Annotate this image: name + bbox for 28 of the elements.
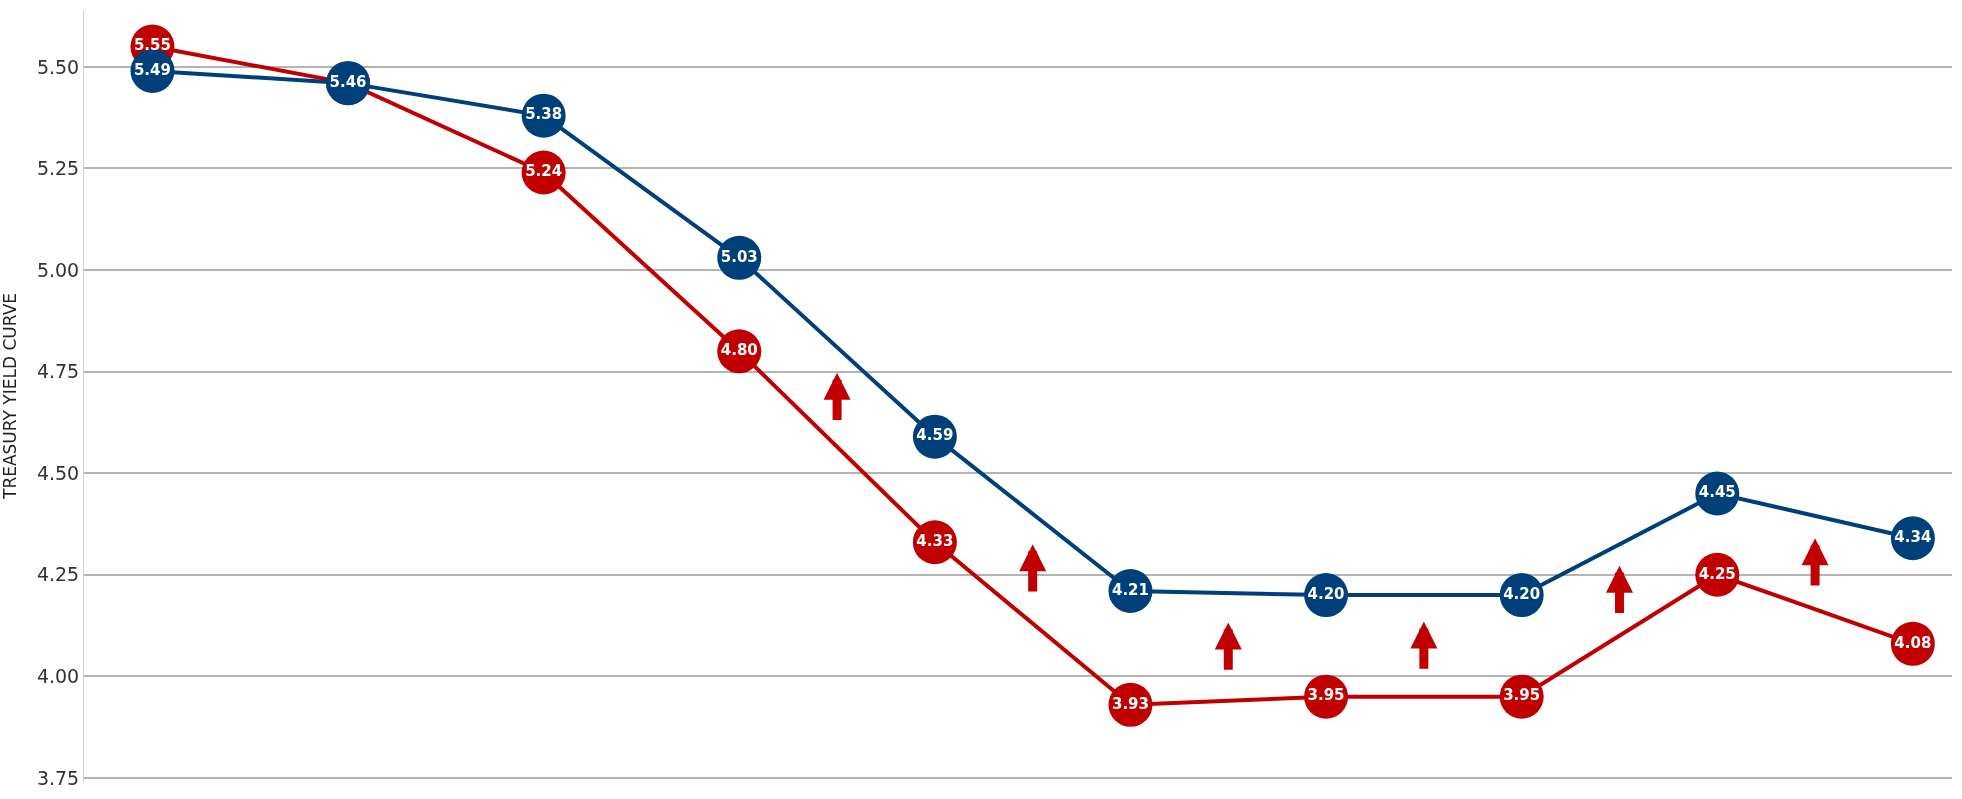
data-label: 4.59 bbox=[916, 426, 954, 445]
y-tick-label: 4.75 bbox=[36, 360, 80, 383]
data-label: 3.93 bbox=[1111, 694, 1149, 713]
data-label: 4.20 bbox=[1307, 584, 1345, 603]
data-label: 4.45 bbox=[1698, 483, 1736, 502]
data-label: 5.55 bbox=[133, 36, 171, 55]
data-label: 4.20 bbox=[1503, 584, 1541, 603]
data-label: 4.33 bbox=[916, 532, 954, 551]
y-tick-label: 4.50 bbox=[36, 461, 80, 484]
data-label: 5.38 bbox=[525, 105, 563, 124]
data-label: 3.95 bbox=[1503, 686, 1541, 705]
data-label: 4.21 bbox=[1111, 580, 1149, 599]
data-label: 4.25 bbox=[1698, 564, 1736, 583]
y-tick-label: 5.50 bbox=[36, 55, 80, 78]
data-label: 5.24 bbox=[525, 162, 563, 181]
y-axis-title: TREASURY YIELD CURVE bbox=[0, 293, 21, 500]
data-label: 4.34 bbox=[1894, 527, 1932, 546]
y-tick-label: 5.00 bbox=[36, 258, 80, 281]
data-label: 5.03 bbox=[720, 247, 758, 266]
y-tick-label: 4.00 bbox=[36, 665, 80, 688]
data-label: 3.95 bbox=[1307, 686, 1345, 705]
data-label: 5.49 bbox=[133, 60, 171, 79]
y-tick-label: 5.25 bbox=[36, 157, 80, 180]
data-label: 5.46 bbox=[329, 72, 367, 91]
data-label: 4.08 bbox=[1894, 633, 1932, 652]
y-tick-label: 3.75 bbox=[36, 766, 80, 789]
data-label: 4.80 bbox=[720, 341, 758, 360]
y-tick-label: 4.25 bbox=[36, 563, 80, 586]
